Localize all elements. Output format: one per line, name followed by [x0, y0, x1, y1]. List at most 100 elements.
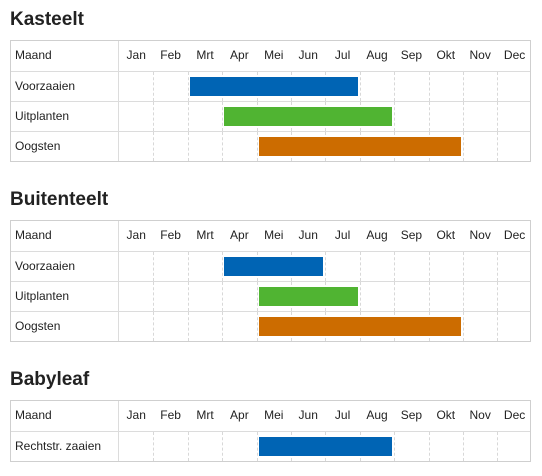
month-label: Feb [160, 228, 181, 242]
month-label: Sep [400, 408, 423, 422]
grid-line [463, 312, 464, 341]
header-label: Maand [11, 221, 119, 251]
activity-row: Voorzaaien [11, 71, 530, 101]
grid-line [153, 312, 155, 341]
period-bar-oogsten [258, 317, 461, 336]
activity-label: Oogsten [11, 312, 119, 341]
activity-row: Oogsten [11, 311, 530, 341]
month-label: Mrt [196, 408, 214, 422]
grid-line [187, 132, 189, 161]
grid-line [394, 432, 396, 461]
activity-row: Uitplanten [11, 281, 530, 311]
activity-row: Oogsten [11, 131, 530, 161]
grid-line [153, 432, 155, 461]
month-label: Mei [264, 408, 284, 422]
calendar-table: Maand Jan Feb Mrt Apr Mei Jun Jul Aug Sep Okt Nov De… [10, 400, 531, 462]
activity-row: Uitplanten [11, 101, 530, 131]
grid-line [222, 432, 224, 461]
grid-line [497, 312, 499, 341]
grid-line [428, 102, 430, 131]
grid-line [222, 282, 224, 311]
period-bar-voorzaaien [224, 257, 324, 276]
month-label: Dec [503, 228, 526, 242]
month-label: Feb [160, 48, 181, 62]
month-label: Apr [230, 48, 249, 62]
section-title: Kasteelt [10, 9, 84, 30]
header-label: Maand [11, 41, 119, 71]
grid-line [153, 252, 155, 281]
activity-label: Uitplanten [11, 282, 119, 311]
header-row: Maand Jan Feb Mrt Apr Mei Jun Jul Aug Sep Okt Nov De… [11, 221, 530, 251]
activity-label: Uitplanten [11, 102, 119, 131]
grid-line [222, 312, 224, 341]
timeline [119, 312, 530, 341]
month-label: Jul [334, 408, 351, 422]
timeline [119, 252, 530, 281]
month-label: Mei [264, 48, 284, 62]
grid-line [256, 312, 258, 341]
grid-line [359, 72, 361, 101]
grid-line [463, 102, 464, 131]
period-bar-oogsten [258, 137, 461, 156]
grid-line [497, 252, 499, 281]
activity-row: Voorzaaien [11, 251, 530, 281]
period-bar-uitplanten [224, 107, 393, 126]
month-label: Jul [334, 48, 351, 62]
timeline [119, 282, 530, 311]
calendar-table: Maand Jan Feb Mrt Apr Mei Jun Jul Aug Sep Okt Nov De… [10, 40, 531, 162]
timeline [119, 132, 530, 161]
grid-line [222, 252, 224, 281]
timeline [119, 72, 530, 101]
month-label: Jun [298, 228, 318, 242]
header-label: Maand [11, 401, 119, 431]
month-label: Dec [503, 408, 526, 422]
grid-line [394, 102, 396, 131]
grid-line [463, 132, 464, 161]
grid-line [187, 282, 189, 311]
month-label: Nov [469, 408, 491, 422]
period-bar-uitplanten [258, 287, 358, 306]
grid-line [428, 72, 430, 101]
calendar-table: Maand Jan Feb Mrt Apr Mei Jun Jul Aug Sep Okt Nov De… [10, 220, 531, 342]
header-row: Maand Jan Feb Mrt Apr Mei Jun Jul Aug Sep Okt Nov De… [11, 401, 530, 431]
grid-line [463, 252, 464, 281]
grid-line [187, 312, 189, 341]
period-bar-voorzaaien [189, 77, 358, 96]
month-label: Sep [400, 48, 423, 62]
grid-line [256, 432, 258, 461]
grid-line [428, 432, 430, 461]
month-label: Okt [436, 408, 456, 422]
month-label: Feb [160, 408, 181, 422]
grid-line [394, 72, 396, 101]
grid-line [222, 102, 224, 131]
grid-line [497, 132, 499, 161]
month-label: Apr [230, 228, 249, 242]
grid-line [428, 282, 430, 311]
grid-line [153, 132, 155, 161]
month-label: Nov [469, 228, 491, 242]
activity-row: Rechtstr. zaaien [11, 431, 530, 461]
grid-line [187, 102, 189, 131]
grid-line [497, 282, 499, 311]
month-label: Apr [230, 408, 249, 422]
grid-line [463, 282, 464, 311]
grid-line [187, 432, 189, 461]
grid-line [359, 252, 361, 281]
grid-line [497, 72, 499, 101]
month-label: Jun [298, 408, 318, 422]
month-label: Nov [469, 48, 491, 62]
grid-line [497, 432, 499, 461]
month-label: Okt [436, 228, 456, 242]
month-label: Okt [436, 48, 456, 62]
month-label: Jan [126, 228, 146, 242]
month-headers: Jan Feb Mrt Apr Mei Jun Jul Aug Sep Okt Nov Dec [119, 401, 530, 431]
month-label: Jan [126, 48, 146, 62]
month-headers: Jan Feb Mrt Apr Mei Jun Jul Aug Sep Okt Nov Dec [119, 41, 530, 71]
grid-line [187, 72, 189, 101]
grid-line [256, 282, 258, 311]
grid-line [153, 102, 155, 131]
month-label: Sep [400, 228, 423, 242]
month-label: Dec [503, 48, 526, 62]
grid-line [153, 282, 155, 311]
month-label: Aug [366, 228, 388, 242]
